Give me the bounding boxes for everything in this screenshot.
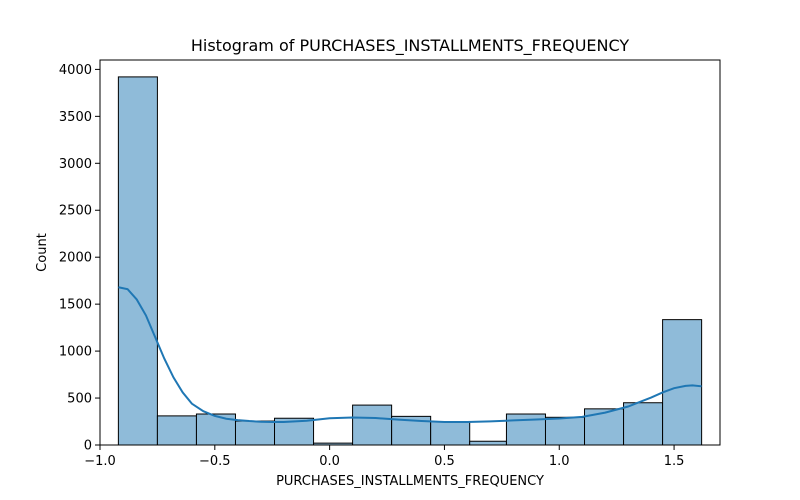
histogram-bar-11 [544,416,586,446]
x-tick-label: −0.5 [199,454,231,469]
y-tick-label: 1000 [59,345,92,360]
y-tick-label: 2500 [59,204,92,219]
plot-area-frame [99,59,721,446]
y-tick-label: 0 [84,439,92,454]
histogram-bar-12 [584,408,625,446]
histogram-bar-1 [156,415,197,446]
histogram-bar-9 [469,440,507,446]
y-tick-label: 4000 [59,63,92,78]
y-tick-label: 2000 [59,251,92,266]
x-axis-ticks: −1.0 −0.5 0.0 0.5 1.0 1.5 [84,445,684,469]
histogram-bar-13 [623,402,664,446]
x-tick-label: 1.5 [664,454,685,469]
histogram-bar-0 [117,76,158,446]
histogram-bar-14 [662,319,703,446]
x-tick-label: 0.0 [319,454,340,469]
histogram-bars [117,76,703,446]
kde-curve [118,286,702,423]
histogram-bar-6 [352,404,393,446]
y-tick-label: 1500 [59,298,92,313]
chart-title: Histogram of PURCHASES_INSTALLMENTS_FREQ… [191,36,630,56]
histogram-bar-8 [430,421,471,446]
x-tick-label: 1.0 [549,454,570,469]
y-tick-label: 3000 [59,157,92,172]
x-tick-label: 0.5 [434,454,455,469]
y-tick-label: 3500 [59,110,92,125]
y-axis-ticks: 0 500 1000 1500 2000 2500 3000 3500 4000 [59,63,100,454]
x-tick-label: −1.0 [84,454,116,469]
y-tick-label: 500 [67,392,92,407]
histogram-bar-3 [234,420,276,446]
y-axis-label: Count [35,233,50,272]
x-axis-label: PURCHASES_INSTALLMENTS_FREQUENCY [276,474,544,489]
